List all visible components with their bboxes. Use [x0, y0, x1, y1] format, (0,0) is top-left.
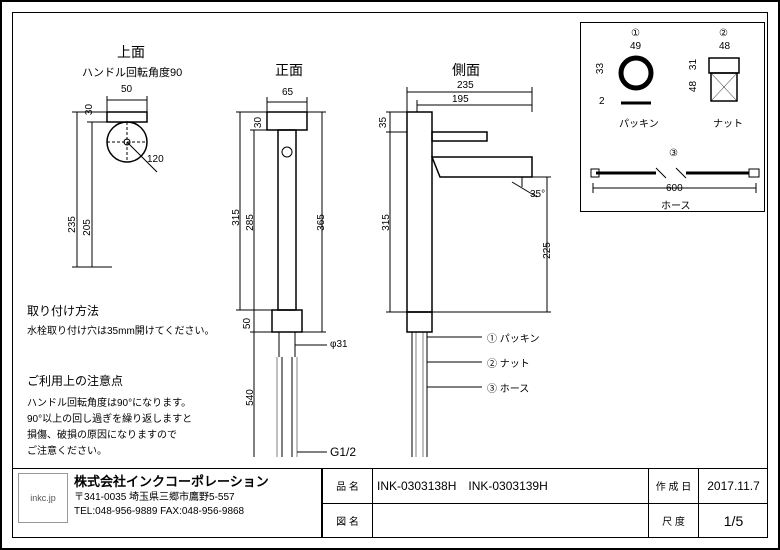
- part1-num: ①: [631, 28, 640, 39]
- part2-num: ②: [719, 28, 728, 39]
- dim-top-120: 120: [147, 154, 164, 165]
- part1-h2: 2: [599, 96, 605, 107]
- dim-front-285: 285: [245, 214, 256, 231]
- caution-text3: 損傷、破損の原因になりますので: [27, 426, 177, 441]
- dim-front-365: 365: [316, 214, 327, 231]
- logo: inkc.jp: [18, 473, 68, 523]
- part3-len: 600: [666, 183, 683, 194]
- dim-top-205: 205: [82, 219, 93, 236]
- dim-front-g12: G1/2: [330, 445, 356, 459]
- install-heading: 取り付け方法: [27, 302, 99, 319]
- side-view-drawing: [382, 87, 572, 467]
- part2-h31: 31: [688, 59, 699, 70]
- side-view-title: 側面: [452, 60, 480, 80]
- front-view-drawing: [222, 97, 362, 467]
- dim-top-30: 30: [84, 104, 95, 115]
- caution-text2: 90°以上の回し過ぎを繰り返しますと: [27, 410, 192, 425]
- parts-box: ① ② 49 48 33 2 31 48 パッキン ナット ③ 600 ホース: [580, 22, 765, 212]
- part2-name: ナット: [713, 115, 743, 130]
- dim-side-35deg: 35°: [530, 189, 545, 200]
- top-view-drawing: [62, 92, 192, 272]
- title-block-left: inkc.jp 株式会社インクコーポレーション 〒341-0035 埼玉県三郷市…: [12, 469, 322, 538]
- date-label: 作 成 日: [648, 469, 698, 504]
- part2-d: 48: [719, 41, 730, 52]
- title-block: inkc.jp 株式会社インクコーポレーション 〒341-0035 埼玉県三郷市…: [12, 468, 768, 538]
- callout-1: ① パッキン: [487, 330, 539, 345]
- callout-3: ③ ホース: [487, 380, 529, 395]
- dim-side-225: 225: [542, 242, 553, 259]
- drawing-value: [372, 504, 648, 539]
- company-info: 株式会社インクコーポレーション 〒341-0035 埼玉県三郷市鷹野5-557 …: [74, 473, 269, 534]
- dim-front-50: 50: [242, 318, 253, 329]
- company-tel: TEL:048-956-9889 FAX:048-956-9868: [74, 505, 269, 519]
- part1-h33: 33: [595, 63, 606, 74]
- product-label: 品 名: [322, 469, 372, 504]
- dim-front-540: 540: [245, 389, 256, 406]
- part3-num: ③: [669, 148, 678, 159]
- install-text: 水栓取り付け穴は35mm開けてください。: [27, 322, 214, 337]
- part3-name: ホース: [661, 197, 691, 212]
- part2-h48: 48: [688, 81, 699, 92]
- top-view-title: 上面: [117, 42, 145, 62]
- dim-side-315: 315: [381, 214, 392, 231]
- scale-value: 1/5: [698, 504, 768, 539]
- caution-text4: ご注意ください。: [27, 442, 107, 457]
- dim-top-235: 235: [67, 216, 78, 233]
- part1-d: 49: [630, 41, 641, 52]
- caution-text1: ハンドル回転角度は90°になります。: [27, 394, 191, 409]
- front-view-title: 正面: [275, 60, 303, 80]
- dim-side-35: 35: [378, 117, 389, 128]
- product-value: INK-0303138H INK-0303139H: [372, 469, 648, 504]
- top-view-subtitle: ハンドル回転角度90: [82, 64, 182, 80]
- part1-name: パッキン: [619, 115, 659, 130]
- company-name: 株式会社インクコーポレーション: [74, 473, 269, 491]
- caution-heading: ご利用上の注意点: [27, 372, 123, 389]
- title-block-right: 品 名 INK-0303138H INK-0303139H 作 成 日 2017…: [322, 469, 768, 538]
- dim-front-315: 315: [231, 209, 242, 226]
- scale-label: 尺 度: [648, 504, 698, 539]
- drawing-page: 上面 ハンドル回転角度90 50 235 205 30 120 正面 65: [0, 0, 780, 550]
- dim-front-30: 30: [253, 117, 264, 128]
- date-value: 2017.11.7: [698, 469, 768, 504]
- dim-front-phi31: φ31: [330, 339, 348, 350]
- company-addr: 〒341-0035 埼玉県三郷市鷹野5-557: [74, 491, 269, 505]
- drawing-label: 図 名: [322, 504, 372, 539]
- callout-2: ② ナット: [487, 355, 530, 370]
